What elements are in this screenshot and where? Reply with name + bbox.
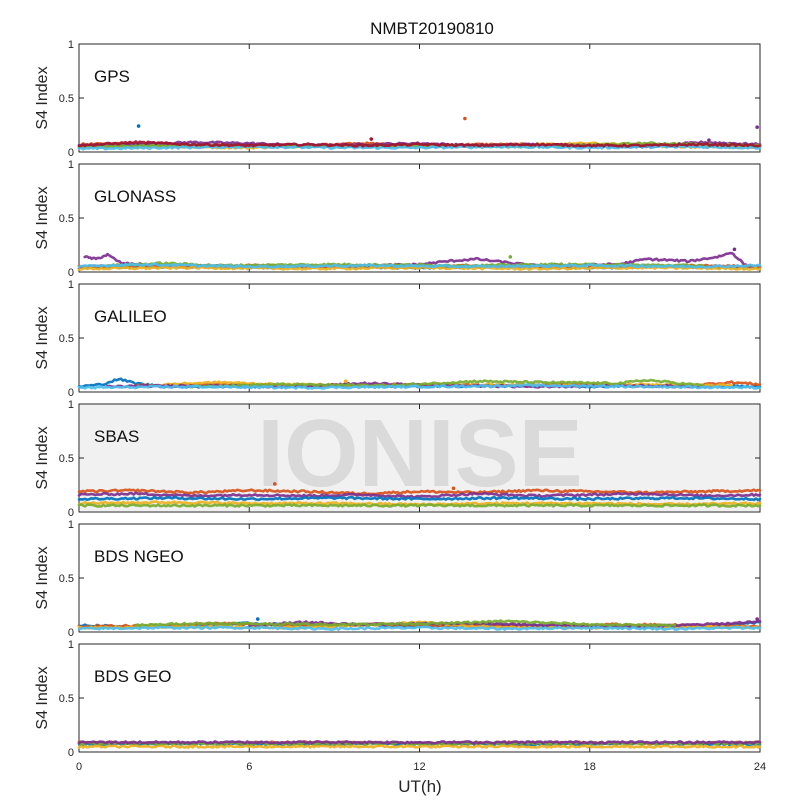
data-point (343, 379, 348, 384)
data-point (755, 617, 759, 621)
y-tick-label: 0.5 (59, 333, 74, 345)
data-point (451, 486, 456, 491)
y-tick-label: 0.5 (59, 453, 74, 465)
series-bds-ngeo-4 (134, 619, 677, 628)
series-trace (77, 744, 762, 749)
series-trace (77, 740, 762, 745)
y-tick-label: 0 (68, 507, 74, 519)
series-trace (77, 383, 762, 390)
data-point (508, 255, 513, 259)
x-tick-label: 6 (246, 761, 252, 773)
series-bds-geo-4 (77, 740, 762, 745)
y-tick-label: 0 (68, 147, 74, 159)
panel-label: GALILEO (94, 307, 167, 326)
series-trace (77, 488, 762, 496)
y-tick-label: 0 (68, 267, 74, 279)
series-trace (134, 619, 677, 628)
series-galileo-4 (191, 378, 705, 389)
x-axis-label: UT(h) (398, 777, 441, 796)
y-axis-label: S4 Index (34, 186, 51, 249)
panel-label: GLONASS (94, 187, 176, 206)
panel-glonass: 0 0.5 1 S4 Index GLONASS (34, 159, 762, 279)
series-trace (191, 378, 705, 389)
panel-bds-ngeo: 0 0.5 1 S4 Index BDS NGEO (34, 519, 762, 639)
y-tick-label: 0.5 (59, 213, 74, 225)
figure-title: NMBT20190810 (370, 19, 494, 38)
series-trace (77, 140, 762, 148)
series-sbas-2 (77, 495, 762, 502)
y-tick-label: 0.5 (59, 573, 74, 585)
series-galileo-5 (77, 383, 762, 390)
panel-label: SBAS (94, 427, 139, 446)
panel-frame (78, 643, 761, 753)
series-bds-geo-2 (77, 744, 762, 749)
y-tick-label: 1 (68, 519, 74, 531)
panel-frame (78, 523, 761, 633)
x-tick-label: 0 (76, 761, 82, 773)
y-tick-label: 0 (68, 387, 74, 399)
series-glonass-5 (77, 262, 762, 269)
series-bds-ngeo-5 (77, 625, 762, 631)
x-tick-label: 24 (754, 761, 766, 773)
series-gps-6 (77, 140, 762, 148)
panel-label: BDS NGEO (94, 547, 184, 566)
y-tick-label: 0 (68, 627, 74, 639)
data-point (463, 116, 467, 121)
panel-label: BDS GEO (94, 667, 171, 686)
data-point (255, 617, 260, 621)
panel-bds-geo: 0 0.5 1 S4 Index BDS GEO (34, 639, 762, 759)
y-tick-label: 0.5 (59, 93, 74, 105)
y-axis-label: S4 Index (34, 426, 51, 489)
panel-gps: 0 0.5 1 S4 Index GPS (34, 39, 762, 159)
y-axis-label: S4 Index (34, 66, 51, 129)
y-tick-label: 1 (68, 159, 74, 171)
data-point (136, 124, 141, 128)
series-gps-5 (77, 144, 762, 151)
y-tick-label: 1 (68, 279, 74, 291)
series-trace (77, 491, 762, 499)
panel-galileo: 0 0.5 1 S4 Index GALILEO (34, 279, 762, 399)
panel-frame (78, 163, 761, 273)
x-tick-label: 18 (584, 761, 596, 773)
series-trace (77, 262, 762, 269)
panel-frame (78, 43, 761, 153)
y-tick-label: 1 (68, 639, 74, 651)
data-point (755, 125, 759, 129)
series-trace (77, 503, 762, 508)
data-point (369, 137, 374, 141)
panel-label: GPS (94, 67, 130, 86)
series-sbas-1 (77, 491, 762, 499)
series-trace (77, 625, 762, 631)
y-tick-label: 0 (68, 747, 74, 759)
series-sbas-4 (77, 503, 762, 508)
x-tick-label: 12 (413, 761, 425, 773)
data-point (732, 247, 737, 252)
series-sbas-0 (77, 488, 762, 496)
data-point (272, 482, 277, 486)
y-axis-label: S4 Index (34, 306, 51, 369)
data-point (707, 138, 711, 142)
y-axis-label: S4 Index (34, 546, 51, 609)
y-tick-label: 0.5 (59, 693, 74, 705)
series-trace (77, 144, 762, 151)
y-tick-label: 1 (68, 399, 74, 411)
panel-frame (78, 283, 761, 393)
y-tick-label: 1 (68, 39, 74, 51)
series-trace (77, 495, 762, 502)
y-axis-label: S4 Index (34, 666, 51, 729)
